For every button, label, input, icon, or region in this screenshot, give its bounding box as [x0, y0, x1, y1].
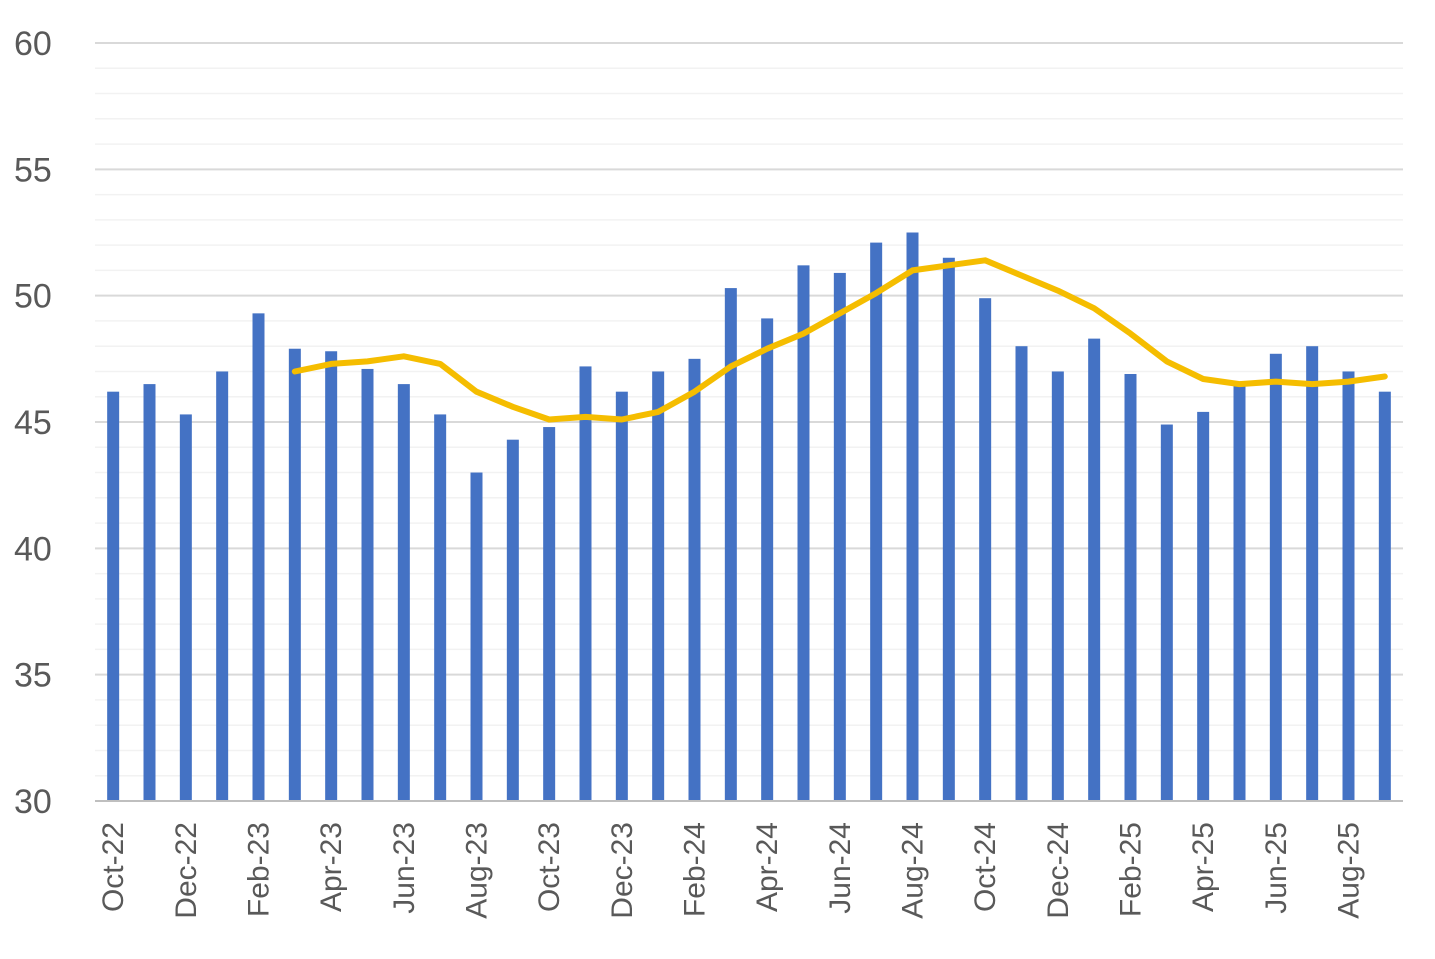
bar — [1269, 353, 1282, 801]
y-tick-label: 55 — [14, 151, 52, 189]
bar — [724, 288, 737, 801]
x-tick-label: Dec-22 — [170, 822, 203, 919]
bar — [143, 384, 156, 801]
y-tick-label: 50 — [14, 278, 52, 316]
bar — [797, 265, 810, 801]
bar — [288, 348, 301, 801]
x-tick-label: Feb-25 — [1115, 822, 1148, 917]
bar — [216, 371, 229, 801]
x-tick-label: Aug-24 — [897, 822, 930, 919]
x-tick-label: Apr-23 — [315, 822, 348, 912]
bar — [906, 232, 919, 801]
gridlines — [95, 42, 1403, 777]
bar-series — [107, 232, 1391, 802]
bar — [688, 358, 701, 801]
bar — [397, 384, 410, 801]
bar — [1088, 338, 1101, 801]
bar — [979, 298, 992, 801]
y-tick-label: 40 — [14, 530, 52, 568]
bar — [1233, 384, 1246, 801]
y-tick-label: 60 — [14, 25, 52, 63]
x-tick-label: Oct-22 — [97, 822, 130, 912]
moving-average-line — [291, 257, 1388, 423]
bar — [1197, 411, 1210, 801]
bar — [179, 414, 192, 801]
y-tick-label: 45 — [14, 404, 52, 442]
x-tick-label: Oct-24 — [969, 822, 1002, 912]
x-axis-tick-labels: Oct-22 Dec-22 Feb-23 Apr-23 Jun-23 Aug-23 Oct-… — [97, 822, 1365, 919]
bar — [470, 472, 483, 801]
x-tick-label: Apr-25 — [1187, 822, 1220, 912]
bar — [615, 391, 628, 801]
bar — [1015, 346, 1028, 801]
y-axis-tick-labels: 30 35 40 45 50 55 60 — [14, 25, 52, 821]
bar — [652, 371, 665, 801]
x-tick-label: Dec-23 — [606, 822, 639, 919]
bar — [107, 391, 120, 801]
y-tick-label: 30 — [14, 783, 52, 821]
y-tick-label: 35 — [14, 657, 52, 695]
bar — [942, 257, 955, 801]
moving-average-series — [291, 257, 1388, 423]
x-tick-label: Dec-24 — [1042, 822, 1075, 919]
bar — [1342, 371, 1355, 801]
x-tick-label: Oct-23 — [533, 822, 566, 912]
x-tick-label: Jun-25 — [1260, 822, 1293, 914]
bar — [325, 351, 338, 801]
x-tick-label: Apr-24 — [751, 822, 784, 912]
bar — [833, 272, 846, 802]
bar — [1124, 373, 1137, 801]
bar — [434, 414, 447, 801]
bar — [870, 242, 883, 801]
bar — [579, 366, 592, 801]
x-tick-label: Aug-25 — [1333, 822, 1366, 919]
x-tick-label: Jun-24 — [824, 822, 857, 914]
bar — [1051, 371, 1064, 801]
bar — [543, 427, 556, 801]
bar — [1306, 346, 1319, 801]
x-tick-label: Feb-24 — [679, 822, 712, 917]
bar — [252, 313, 265, 801]
bar — [761, 318, 774, 801]
x-tick-label: Jun-23 — [388, 822, 421, 914]
bar — [1378, 391, 1391, 801]
x-tick-label: Aug-23 — [461, 822, 494, 919]
bar — [361, 368, 374, 801]
bar — [506, 439, 519, 801]
bar — [1160, 424, 1173, 801]
x-tick-label: Feb-23 — [243, 822, 276, 917]
